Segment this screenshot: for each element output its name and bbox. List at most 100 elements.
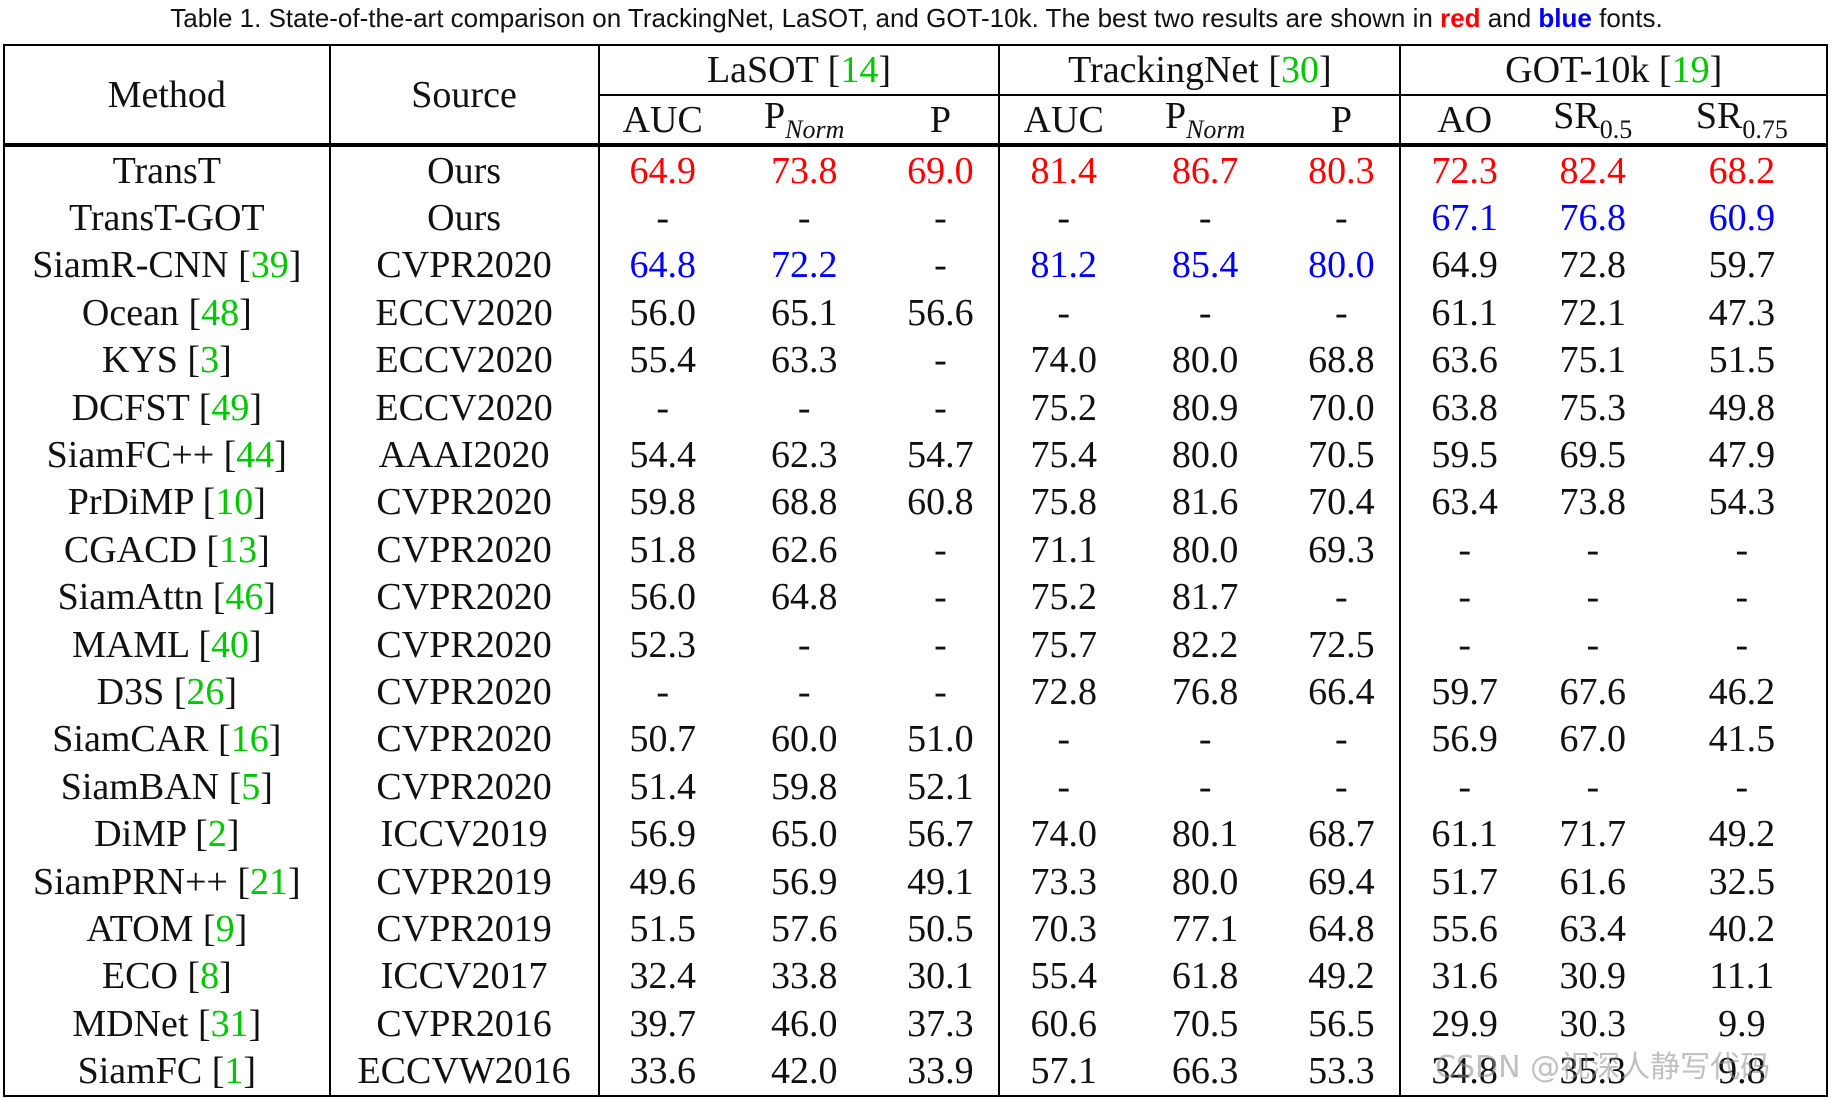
value-cell: 64.9 [1399, 241, 1528, 290]
value-cell: 63.8 [1399, 383, 1528, 432]
value-cell: 32.4 [597, 952, 726, 1001]
value-cell: - [998, 194, 1127, 242]
value-cell: 75.2 [998, 383, 1127, 432]
citation-link[interactable]: 21 [250, 860, 289, 903]
citation-link[interactable]: 40 [210, 623, 249, 666]
value-cell: 65.1 [770, 291, 838, 334]
method-cell: PrDiMP [10] [67, 481, 266, 524]
citation-link[interactable]: 44 [236, 434, 275, 477]
table-caption: Table 1. State-of-the-art comparison on … [0, 0, 1833, 36]
method-cell: SiamAttn [46] [57, 576, 277, 619]
table-row: SiamAttn [46] CVPR2020 56.0 64.8 - 75.2 81.7 - -… [4, 573, 1827, 621]
value-cell: 68.8 [770, 481, 838, 524]
value-cell: 61.8 [1171, 955, 1239, 998]
value-cell: 81.4 [998, 145, 1127, 195]
citation-link[interactable]: 2 [207, 813, 227, 856]
method-name: ECO [101, 955, 178, 998]
source-cell: Ours [328, 145, 599, 195]
source-cell: CVPR2020 [328, 241, 599, 290]
method-cell: SiamFC++ [44] [46, 434, 287, 477]
value-cell: - [1198, 718, 1212, 761]
citation-link[interactable]: 39 [250, 244, 289, 287]
source-cell: CVPR2020 [328, 715, 599, 764]
value-cell: - [998, 763, 1127, 811]
value-cell: - [797, 623, 811, 666]
caption-suffix: fonts. [1599, 3, 1663, 33]
value-cell: 80.0 [1308, 244, 1375, 287]
value-cell: 67.0 [1559, 718, 1627, 761]
citation-link[interactable]: 49 [211, 386, 250, 429]
value-cell: 56.7 [907, 813, 974, 856]
method-cell: CGACD [13] [63, 528, 270, 571]
col-got-sr05: SR0.5 [1527, 95, 1658, 147]
value-cell: - [797, 197, 811, 240]
value-cell: 35.3 [1559, 1050, 1627, 1093]
table-row: TransT Ours 64.9 73.8 69.0 81.4 86.7 80.3 72.3 82… [4, 145, 1827, 195]
value-cell: - [934, 197, 947, 240]
citation-link[interactable]: 31 [210, 1002, 249, 1045]
value-cell: 51.0 [907, 718, 974, 761]
value-cell: 56.0 [597, 289, 726, 337]
citation-link[interactable]: 1 [224, 1050, 244, 1093]
method-name: SiamPRN++ [32, 860, 228, 903]
value-cell: 73.8 [1559, 481, 1627, 524]
caption-red-word: red [1440, 3, 1481, 33]
citation-link[interactable]: 5 [241, 765, 261, 808]
value-cell: 30.3 [1559, 1002, 1627, 1045]
table-row: SiamPRN++ [21] CVPR2019 49.6 56.9 49.1 73.3 80… [4, 857, 1827, 906]
table-row: MDNet [31] CVPR2016 39.7 46.0 37.3 60.6 70.5 56… [4, 1000, 1827, 1048]
citation-link[interactable]: 8 [200, 955, 220, 998]
citation-link[interactable]: 48 [201, 291, 240, 334]
value-cell: - [597, 668, 726, 716]
value-cell: 46.2 [1708, 670, 1776, 713]
citation-link[interactable]: 13 [219, 528, 258, 571]
value-cell: - [597, 383, 726, 432]
value-cell: 76.8 [1171, 670, 1239, 713]
table-row: DiMP [2] ICCV2019 56.9 65.0 56.7 74.0 80.1 68.7… [4, 810, 1827, 858]
value-cell: - [1335, 197, 1348, 240]
table-row: MAML [40] CVPR2020 52.3- -75.7 82.2 72.5- - - [4, 620, 1827, 669]
value-cell: 75.8 [998, 478, 1127, 527]
value-cell: 61.1 [1399, 289, 1528, 337]
table-row: SiamBAN [5] CVPR2020 51.4 59.8 52.1- - - - - - [4, 763, 1827, 811]
source-cell: CVPR2020 [328, 763, 599, 811]
value-cell: 52.1 [907, 765, 974, 808]
value-cell: 66.3 [1171, 1050, 1239, 1093]
value-cell: 49.8 [1708, 386, 1776, 429]
method-name: SiamCAR [52, 718, 209, 761]
value-cell: 59.7 [1708, 244, 1776, 287]
value-cell: - [934, 528, 947, 571]
header-group-trackingnet: TrackingNet [30] [998, 45, 1401, 96]
value-cell: 33.6 [597, 1047, 726, 1096]
value-cell: 51.5 [597, 905, 726, 953]
value-cell: - [1399, 526, 1528, 574]
value-cell: 59.8 [597, 478, 726, 527]
value-cell: 71.7 [1559, 813, 1627, 856]
citation-link[interactable]: 30 [1281, 49, 1320, 91]
value-cell: 70.0 [1308, 386, 1375, 429]
col-tn-p: P [1283, 95, 1401, 147]
citation-link[interactable]: 10 [215, 481, 254, 524]
citation-link[interactable]: 46 [225, 576, 264, 619]
citation-link[interactable]: 26 [186, 670, 225, 713]
citation-link[interactable]: 3 [200, 339, 220, 382]
citation-link[interactable]: 14 [840, 49, 879, 91]
value-cell: 32.5 [1708, 860, 1776, 903]
value-cell: 68.2 [1708, 149, 1776, 192]
value-cell: 75.4 [998, 431, 1127, 479]
citation-link[interactable]: 16 [230, 718, 269, 761]
value-cell: 64.8 [597, 241, 726, 290]
value-cell: 60.9 [1708, 197, 1776, 240]
value-cell: 49.2 [1708, 813, 1776, 856]
value-cell: 72.1 [1559, 291, 1627, 334]
citation-link[interactable]: 19 [1671, 49, 1710, 91]
group-name: GOT-10k [1505, 49, 1650, 91]
value-cell: 59.7 [1399, 668, 1528, 716]
value-cell: 81.2 [998, 241, 1127, 290]
value-cell: 73.3 [998, 857, 1127, 906]
source-cell: CVPR2020 [328, 668, 599, 716]
method-cell: DiMP [2] [94, 813, 240, 856]
citation-link[interactable]: 9 [215, 907, 235, 950]
value-cell: 80.0 [1171, 434, 1239, 477]
value-cell: 64.8 [1308, 907, 1375, 950]
